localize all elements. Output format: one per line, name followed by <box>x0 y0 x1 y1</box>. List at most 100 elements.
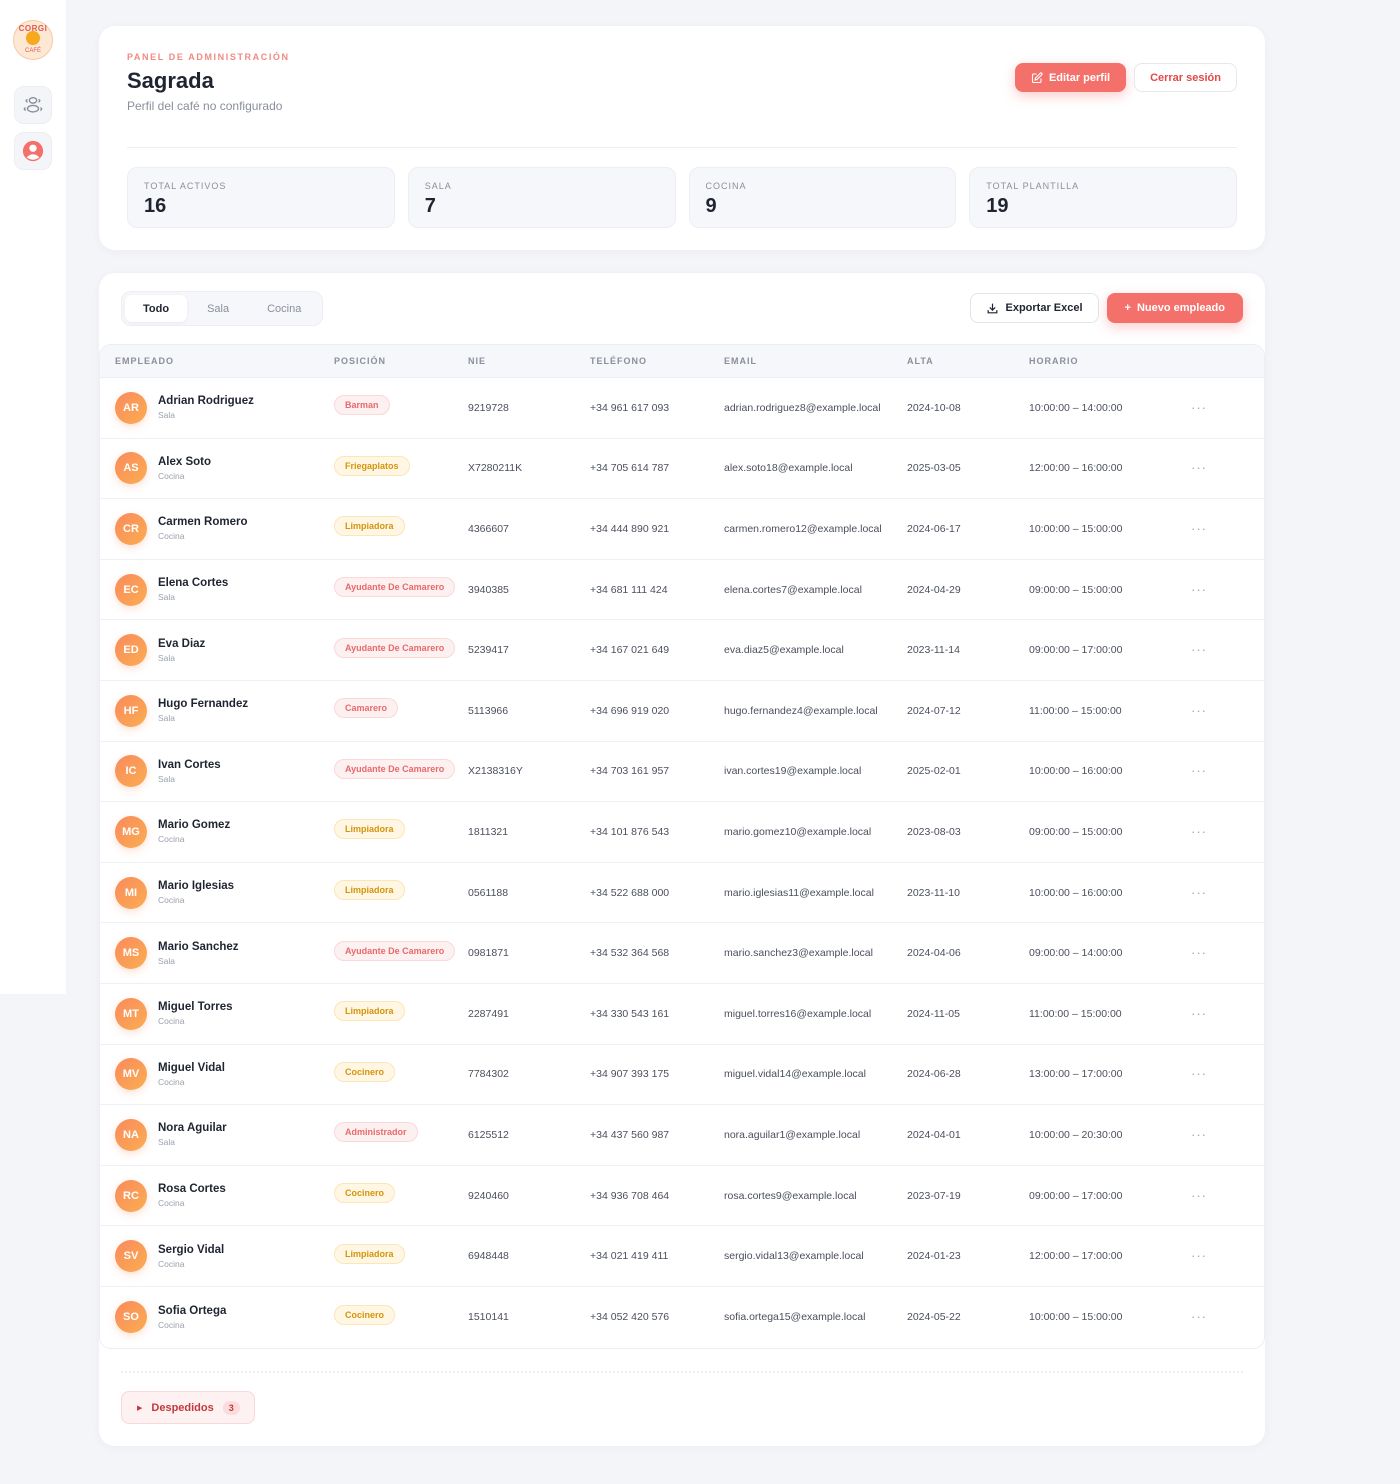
table-row[interactable]: RC Rosa Cortes Cocina Cocinero 9240460 +… <box>100 1165 1264 1227</box>
horario-cell: 09:00:00 – 17:00:00 <box>1029 644 1123 657</box>
row-actions: ··· <box>1179 884 1219 902</box>
table-row[interactable]: SV Sergio Vidal Cocina Limpiadora 694844… <box>100 1226 1264 1287</box>
table-row[interactable]: MT Miguel Torres Cocina Limpiadora 22874… <box>100 983 1264 1045</box>
more-options-icon[interactable]: ··· <box>1191 1005 1207 1021</box>
horario-cell: 12:00:00 – 17:00:00 <box>1029 1250 1123 1263</box>
row-actions: ··· <box>1179 641 1219 659</box>
more-options-icon[interactable]: ··· <box>1191 1309 1207 1325</box>
more-options-icon[interactable]: ··· <box>1191 1126 1207 1142</box>
avatar: CR <box>115 512 147 545</box>
more-options-icon[interactable]: ··· <box>1191 642 1207 658</box>
table-row[interactable]: CR Carmen Romero Cocina Limpiadora 43666… <box>100 499 1264 560</box>
phone-cell: +34 961 617 093 <box>590 401 670 414</box>
avatar: MV <box>115 1058 147 1091</box>
table-row[interactable]: SO Sofia Ortega Cocina Cocinero 1510141 … <box>100 1286 1264 1348</box>
col-empleado[interactable]: EMPLEADO <box>115 356 175 366</box>
nie-cell: 4366607 <box>468 522 509 535</box>
stats-row: TOTAL ACTIVOS 16 SALA 7 COCINA 9 TOTAL P… <box>127 167 1237 228</box>
table-row[interactable]: MI Mario Iglesias Cocina Limpiadora 0561… <box>100 862 1264 924</box>
sidebar-item-profile[interactable] <box>14 132 52 170</box>
more-options-icon[interactable]: ··· <box>1191 399 1207 415</box>
logo-text-bottom: CAFÉ <box>24 48 41 54</box>
col-horario[interactable]: HORARIO <box>1029 356 1079 366</box>
logout-button[interactable]: Cerrar sesión <box>1134 63 1237 92</box>
table-row[interactable]: IC Ivan Cortes Sala Ayudante De Camarero… <box>100 741 1264 803</box>
employee-cell: IC Ivan Cortes Sala <box>100 755 334 788</box>
table-row[interactable]: HF Hugo Fernandez Sala Camarero 5113966 … <box>100 680 1264 742</box>
more-options-icon[interactable]: ··· <box>1191 520 1207 536</box>
position-cell: Cocinero <box>334 1304 468 1330</box>
new-employee-button[interactable]: + Nuevo empleado <box>1106 293 1243 323</box>
panel-eyebrow: PANEL DE ADMINISTRACIÓN <box>127 52 290 62</box>
more-options-icon[interactable]: ··· <box>1191 1248 1207 1264</box>
more-options-icon[interactable]: ··· <box>1191 884 1207 900</box>
table-row[interactable]: MV Miguel Vidal Cocina Cocinero 7784302 … <box>100 1044 1264 1106</box>
phone-cell: +34 696 919 020 <box>590 704 670 717</box>
employee-info: Adrian Rodriguez Sala <box>158 395 254 420</box>
despedidos-count-badge: 3 <box>222 1400 240 1415</box>
avatar: AR <box>115 391 147 424</box>
horario-cell: 09:00:00 – 15:00:00 <box>1029 583 1123 596</box>
horario-cell: 10:00:00 – 16:00:00 <box>1029 765 1123 778</box>
stat-value: 9 <box>705 195 717 217</box>
position-badge: Friegaplatos <box>334 455 410 476</box>
avatar: ED <box>115 634 147 667</box>
col-telefono[interactable]: TELÉFONO <box>590 356 647 366</box>
col-alta[interactable]: ALTA <box>907 356 934 366</box>
horario-cell: 10:00:00 – 16:00:00 <box>1029 886 1123 899</box>
table-row[interactable]: EC Elena Cortes Sala Ayudante De Camarer… <box>100 559 1264 621</box>
more-options-icon[interactable]: ··· <box>1191 763 1207 779</box>
table-row[interactable]: ED Eva Diaz Sala Ayudante De Camarero 52… <box>100 620 1264 681</box>
table-row[interactable]: NA Nora Aguilar Sala Administrador 61255… <box>100 1105 1264 1166</box>
more-options-icon[interactable]: ··· <box>1191 1187 1207 1203</box>
table-row[interactable]: AS Alex Soto Cocina Friegaplatos X728021… <box>100 438 1264 500</box>
tab-sala[interactable]: Sala <box>207 302 230 315</box>
col-nie[interactable]: NIE <box>468 356 487 366</box>
alta-cell: 2023-11-14 <box>907 644 960 657</box>
stat-sala: SALA 7 <box>407 167 676 228</box>
employee-name: Adrian Rodriguez <box>158 395 254 408</box>
table-row[interactable]: MG Mario Gomez Cocina Limpiadora 1811321… <box>100 802 1264 863</box>
employee-section: Sala <box>158 773 176 784</box>
despedidos-toggle[interactable]: ▶ Despedidos 3 <box>121 1391 255 1424</box>
col-email[interactable]: EMAIL <box>724 356 757 366</box>
avatar: IC <box>115 755 147 788</box>
email-cell: hugo.fernandez4@example.local <box>724 704 878 717</box>
nie-cell: 5239417 <box>468 644 509 657</box>
tab-todo[interactable]: Todo <box>125 295 188 322</box>
nie-cell: 9219728 <box>468 401 509 414</box>
employee-section: Cocina <box>158 895 185 906</box>
email-cell: alex.soto18@example.local <box>724 462 853 475</box>
avatar: SV <box>115 1240 147 1273</box>
table-row[interactable]: AR Adrian Rodriguez Sala Barman 9219728 … <box>100 378 1264 439</box>
stat-total-activos: TOTAL ACTIVOS 16 <box>127 167 395 228</box>
avatar: MG <box>115 815 147 848</box>
more-options-icon[interactable]: ··· <box>1191 581 1207 597</box>
employee-cell: AS Alex Soto Cocina <box>100 452 334 485</box>
more-options-icon[interactable]: ··· <box>1191 460 1207 476</box>
position-badge: Limpiadora <box>334 819 405 840</box>
nie-cell: 1510141 <box>468 1311 509 1324</box>
nie-cell: 5113966 <box>468 704 509 717</box>
stat-label: COCINA <box>705 181 747 191</box>
position-cell: Ayudante De Camarero <box>334 940 468 966</box>
employee-info: Rosa Cortes Cocina <box>158 1183 226 1208</box>
horario-cell: 09:00:00 – 14:00:00 <box>1029 947 1123 960</box>
row-actions: ··· <box>1179 581 1219 599</box>
position-badge: Ayudante De Camarero <box>334 577 456 598</box>
position-cell: Limpiadora <box>334 880 468 905</box>
more-options-icon[interactable]: ··· <box>1191 945 1207 961</box>
tab-cocina[interactable]: Cocina <box>267 302 302 315</box>
export-excel-button[interactable]: Exportar Excel <box>970 293 1099 323</box>
table-row[interactable]: MS Mario Sanchez Sala Ayudante De Camare… <box>100 923 1264 984</box>
more-options-icon[interactable]: ··· <box>1191 702 1207 718</box>
more-options-icon[interactable]: ··· <box>1191 1066 1207 1082</box>
edit-profile-button[interactable]: Editar perfil <box>1014 63 1127 92</box>
more-options-icon[interactable]: ··· <box>1191 823 1207 839</box>
alta-cell: 2023-07-19 <box>907 1189 961 1202</box>
sidebar-item-employees[interactable] <box>14 86 52 124</box>
users-icon <box>23 96 43 113</box>
corgi-cafe-logo[interactable]: CORGI CAFÉ <box>13 20 53 60</box>
col-posicion[interactable]: POSICIÓN <box>334 356 387 366</box>
employee-cell: EC Elena Cortes Sala <box>100 573 334 606</box>
